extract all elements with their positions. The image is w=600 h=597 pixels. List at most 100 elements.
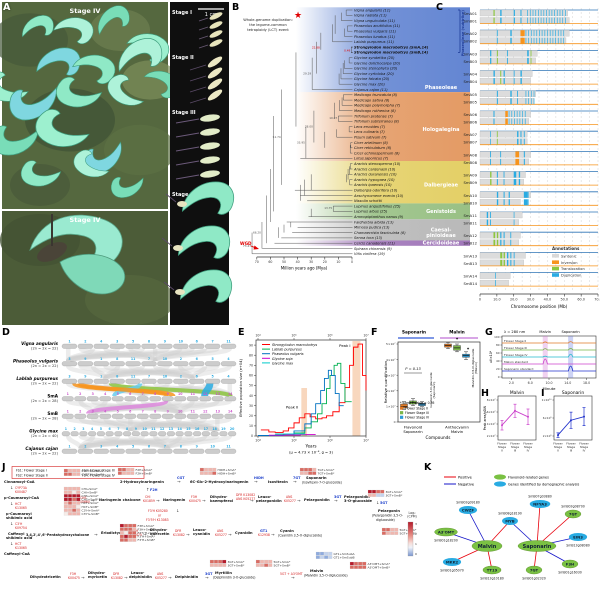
- heatmap-row-label: CHS+SmB*: [82, 498, 100, 502]
- annotation-segment: [527, 191, 529, 198]
- chromosome-bar-b: [479, 158, 530, 166]
- legend-label: Negative: [458, 483, 475, 487]
- elution-band: [568, 336, 574, 378]
- chromosome-block: [141, 343, 157, 349]
- annotation-segment: [520, 30, 525, 37]
- synteny-ribbon-gray: [165, 416, 220, 434]
- chromosome-bar-a: [479, 90, 536, 97]
- annotation-segment: [500, 232, 502, 239]
- arrow-icon: →: [250, 498, 254, 503]
- axis-tick-label: 10.0: [493, 298, 501, 302]
- jade-flower: [72, 54, 116, 85]
- stage-legend-item: FS2: Flower Stage II: [16, 473, 48, 477]
- annotation-segment: [496, 179, 498, 186]
- chromosome-block: [186, 396, 199, 402]
- chromosome-number: 7: [164, 445, 166, 449]
- chromosome-number: 14: [228, 410, 233, 414]
- chromosome-block: [161, 413, 174, 419]
- heatmap-cell: [328, 555, 333, 559]
- metabolite-label: Naringenin: [163, 498, 186, 502]
- synteny-ribbon-gray: [128, 417, 158, 433]
- flower-stalk: [175, 132, 200, 138]
- legend-title: Annotations: [552, 246, 580, 251]
- axis-tick-label: 30.0: [527, 298, 535, 302]
- y-tick-label: 70: [249, 364, 253, 368]
- arrow-icon: ↓: [10, 541, 14, 546]
- species-label: Vigna unguiculata (11): [354, 19, 396, 23]
- chromosome-number: 7: [148, 375, 150, 379]
- x-tick-label-top: 10⁷: [363, 334, 369, 338]
- enzyme-label: K00475: [68, 576, 80, 580]
- heatmap-cell: [72, 490, 77, 494]
- legend-label: Flower Stage III: [405, 411, 429, 415]
- gene-node: [442, 558, 462, 566]
- annotation-segment: [496, 30, 498, 37]
- x-tick-label: 10⁶: [327, 439, 333, 443]
- axis-tick-label: 20: [323, 260, 327, 264]
- heatmap-cell: [128, 523, 133, 528]
- clade-label: Cercidoideae: [423, 241, 460, 247]
- annotation-segment: [527, 50, 529, 57]
- synteny-ribbon-gray: [90, 416, 220, 434]
- gene-id-label: SmB08g18190: [498, 512, 522, 516]
- heatmap-cell: [358, 565, 363, 569]
- y-tick-label: 4×10⁷: [487, 422, 496, 426]
- metabolite-label: Leuco-: [258, 495, 272, 499]
- legend-label: Flower Stage II: [405, 406, 428, 410]
- clade-label: Hologalegina: [422, 127, 459, 133]
- chromosome-block: [111, 413, 124, 419]
- heatmap-row-label: HIDH+SmB*: [218, 471, 237, 475]
- chromosome-block: [61, 396, 74, 402]
- node-age-label: 51.74: [273, 135, 281, 139]
- chromosome-number: 6: [148, 445, 151, 449]
- karyotype-label: (2n = 2x = 28): [31, 399, 59, 403]
- duplication-segment: [528, 30, 530, 37]
- duplication-segment: [525, 37, 527, 44]
- heatmap-cell: [121, 467, 126, 472]
- annotation-segment: [496, 171, 498, 178]
- species-label: Cicer echinospermum (8): [354, 151, 400, 155]
- trace-line: [502, 365, 596, 372]
- duplication-segment: [514, 111, 515, 117]
- synteny-ribbon-gray: [103, 363, 170, 381]
- jade-flower: [22, 15, 54, 38]
- legend-label: Inversion: [561, 261, 578, 265]
- heatmap-cell: [132, 538, 137, 542]
- heatmap-row-label: F3'H+SmA*: [138, 535, 156, 539]
- duplication-segment: [556, 10, 558, 16]
- duplication-segment: [560, 30, 562, 37]
- species-label: Lupinus albus (25): [354, 210, 388, 214]
- duplication-segment: [522, 118, 523, 125]
- x-tick-label: 10⁵: [291, 439, 297, 443]
- annotation-segment: [510, 30, 512, 37]
- annotation-segment: [518, 179, 521, 186]
- gene-id-label: SmB03g09180: [456, 501, 480, 505]
- duplication-segment: [533, 37, 535, 44]
- duplication-segment: [533, 90, 535, 97]
- synteny-ribbon-gray: [128, 416, 208, 434]
- heatmap-cell: [132, 527, 137, 531]
- species-label: Arachis stenosperma (10): [353, 162, 401, 166]
- annotation-segment: [523, 131, 525, 138]
- y-tick-label: 20: [249, 414, 253, 418]
- peak-label: Peak II: [286, 405, 298, 410]
- synteny-ribbon-gray: [78, 433, 121, 451]
- gene-id-label: SmB01g02320: [522, 577, 546, 581]
- annotation-segment: [486, 212, 489, 218]
- duplication-segment: [541, 37, 543, 44]
- node-age-label: 13.75: [324, 206, 332, 210]
- heatmap-cell: [63, 468, 68, 473]
- duplication-segment: [530, 90, 532, 97]
- panel-b-tree: Phaseoleae Hologalegina Dalbergieae Genisto…: [240, 7, 470, 271]
- jade-flower: [118, 38, 163, 73]
- duplication-segment: [544, 30, 546, 37]
- duplication-segment: [544, 37, 546, 44]
- gene-id-label: SmB01g18200: [434, 539, 458, 543]
- chromosome-block: [186, 413, 199, 419]
- chrom-label-a: SmA08: [463, 152, 477, 157]
- clade-label: Genistoids: [426, 209, 456, 215]
- gene-node: [502, 517, 518, 525]
- y-tick-label: 6×10⁷: [487, 410, 496, 414]
- chromosome-block: [114, 431, 123, 437]
- series-line: [268, 434, 316, 436]
